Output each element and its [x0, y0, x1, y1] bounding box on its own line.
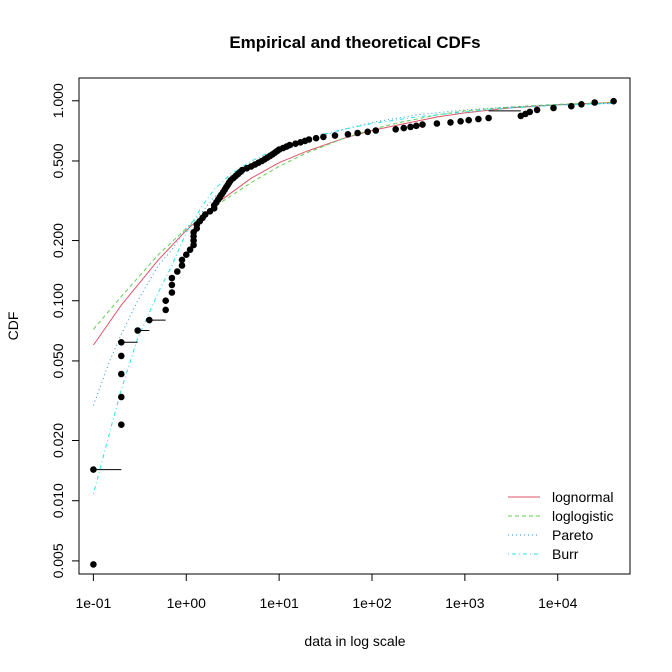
theoretical-curves [92, 102, 614, 495]
curve-burr [92, 102, 614, 495]
legend-label: loglogistic [552, 508, 613, 524]
empirical-point [118, 370, 125, 378]
empirical-point [178, 262, 186, 269]
empirical-point [118, 339, 125, 346]
empirical-point [392, 126, 400, 133]
x-axis-label: data in log scale [304, 633, 405, 649]
empirical-point [354, 129, 361, 137]
plot-frame [78, 77, 631, 575]
empirical-point [526, 108, 534, 116]
x-tick-label: 1e-01 [75, 595, 111, 611]
empirical-point [457, 118, 464, 125]
empirical-steps [93, 110, 521, 471]
empirical-point [475, 115, 482, 123]
empirical-point [320, 133, 327, 141]
curve-lognormal [92, 102, 614, 346]
empirical-point [146, 316, 153, 324]
empirical-point [331, 132, 339, 139]
empirical-point [550, 104, 557, 112]
empirical-point [610, 97, 617, 105]
empirical-point [174, 268, 181, 275]
empirical-point [568, 102, 575, 110]
empirical-point [413, 122, 420, 130]
empirical-point [364, 128, 372, 136]
empirical-point [407, 123, 414, 131]
x-tick-label: 1e+02 [352, 595, 392, 611]
y-tick-label: 0.500 [50, 143, 66, 178]
empirical-point [134, 327, 141, 334]
empirical-point [465, 116, 473, 124]
empirical-point [591, 99, 598, 106]
y-axis-label: CDF [5, 312, 21, 341]
y-tick-label: 0.200 [50, 223, 66, 258]
empirical-point [168, 289, 176, 296]
empirical-point [344, 131, 352, 138]
empirical-point [485, 114, 492, 122]
empirical-point [305, 136, 313, 143]
empirical-point [433, 120, 441, 127]
y-tick-label: 0.010 [50, 483, 66, 518]
legend-label: Pareto [552, 527, 593, 543]
empirical-point [286, 141, 294, 149]
empirical-point [533, 106, 541, 114]
empirical-point [178, 256, 186, 264]
empirical-point [400, 124, 408, 132]
legend-label: Burr [552, 546, 579, 562]
y-tick-label: 1.000 [50, 83, 66, 118]
empirical-point [162, 297, 169, 305]
legend-label: lognormal [552, 489, 613, 505]
legend: lognormal loglogistic Pareto Burr [508, 489, 613, 562]
empirical-point [118, 352, 125, 360]
empirical-point [447, 119, 454, 126]
empirical-point [90, 561, 97, 568]
empirical-point [578, 101, 585, 108]
y-tick-label: 0.100 [50, 283, 66, 318]
curve-pareto [92, 102, 614, 406]
y-tick-label: 0.005 [50, 543, 66, 578]
chart-title: Empirical and theoretical CDFs [229, 33, 480, 52]
y-tick-label: 0.050 [50, 343, 66, 378]
empirical-point [186, 246, 194, 253]
empirical-point [118, 393, 125, 401]
empirical-point [168, 274, 176, 282]
y-tick-label: 0.020 [50, 423, 66, 458]
x-tick-label: 1e+01 [259, 595, 299, 611]
empirical-point [118, 421, 125, 429]
empirical-point [292, 140, 299, 147]
empirical-point [419, 121, 426, 128]
x-tick-label: 1e+03 [445, 595, 485, 611]
empirical-point [312, 134, 320, 142]
empirical-point [162, 306, 169, 314]
empirical-point [183, 251, 190, 258]
empirical-point [372, 127, 380, 134]
x-tick-label: 1e+00 [167, 595, 207, 611]
empirical-points [90, 97, 617, 568]
empirical-point [168, 281, 176, 289]
plot-area [90, 97, 617, 568]
x-axis: 1e-01 1e+00 1e+01 1e+02 1e+03 1e+04 [75, 573, 578, 611]
x-tick-label: 1e+04 [538, 595, 578, 611]
y-axis: 0.005 0.010 0.020 0.050 0.100 0.200 0.500 1.000 [50, 83, 80, 578]
empirical-point [90, 466, 97, 473]
empirical-point [201, 211, 209, 218]
